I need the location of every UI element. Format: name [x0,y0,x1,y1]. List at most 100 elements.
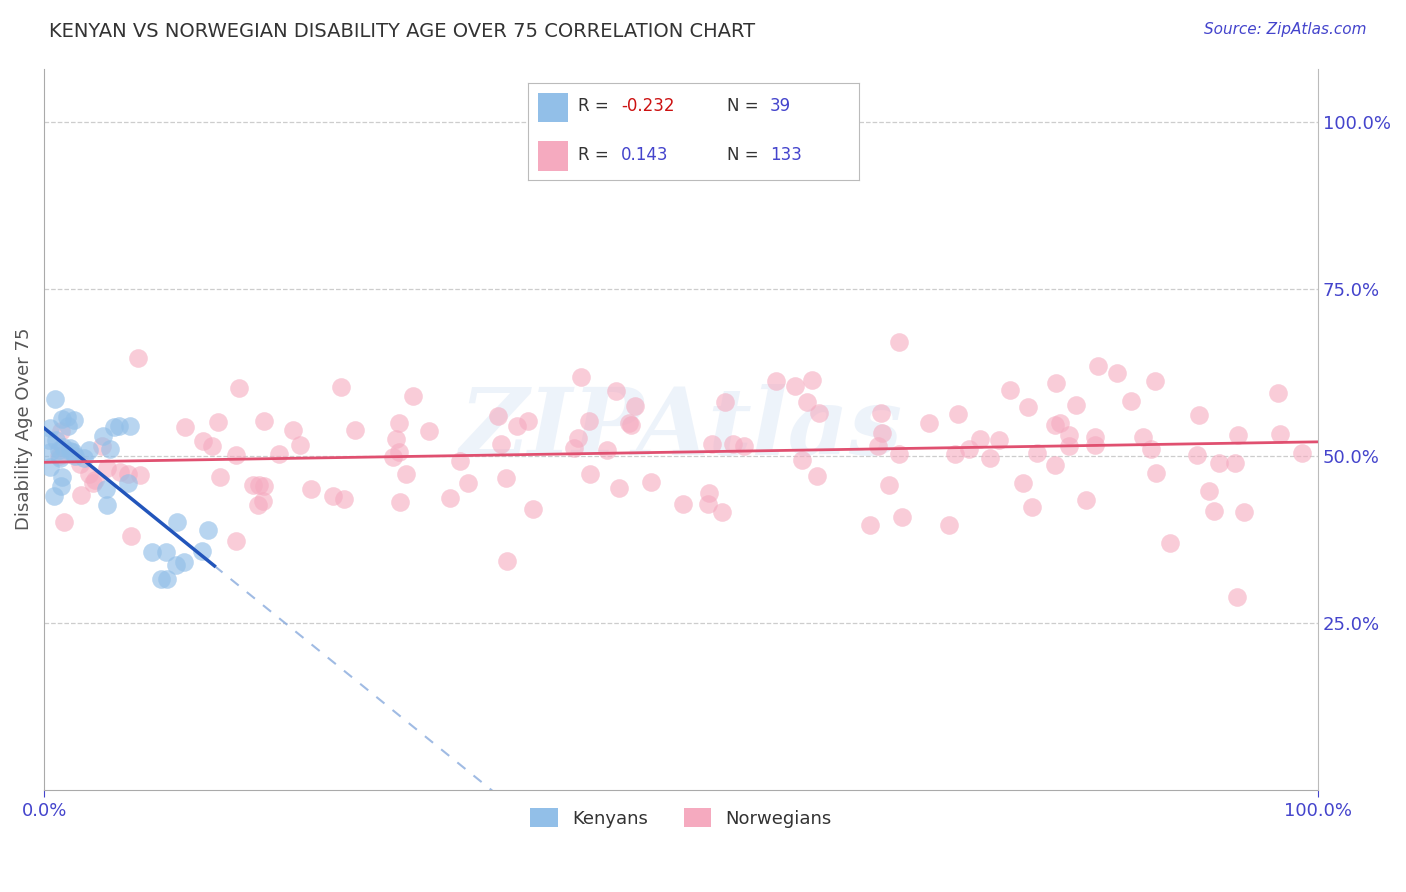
Point [998,383,1021,397]
Point [166,515,188,529]
Point [918,416,941,430]
Point [1140,442,1163,457]
Point [84,473,107,487]
Point [59,443,82,458]
Legend: Kenyans, Norwegians: Kenyans, Norwegians [523,801,839,835]
Point [979,450,1001,465]
Point [723,436,745,450]
Point [1144,467,1167,481]
Point [1026,446,1049,460]
Point [52,515,75,529]
Point [1188,408,1211,422]
Point [1121,393,1143,408]
Point [96,461,118,475]
Point [247,498,270,512]
Point [173,555,195,569]
Point [1204,504,1226,518]
Point [228,381,250,395]
Text: Source: ZipAtlas.com: Source: ZipAtlas.com [1204,22,1367,37]
Point [699,485,721,500]
Point [579,467,602,481]
Point [253,478,276,492]
Point [191,434,214,449]
Point [1059,439,1081,453]
Point [1227,427,1250,442]
Point [1045,376,1067,391]
Text: KENYAN VS NORWEGIAN DISABILITY AGE OVER 75 CORRELATION CHART: KENYAN VS NORWEGIAN DISABILITY AGE OVER … [49,22,755,41]
Point [269,447,291,461]
Point [457,476,479,491]
Point [957,442,980,456]
Point [1059,427,1081,442]
Point [1045,418,1067,433]
Point [96,498,118,512]
Point [207,416,229,430]
Point [56,409,79,424]
Point [806,469,828,483]
Point [1291,446,1313,460]
Point [596,442,619,457]
Point [1159,536,1181,550]
Point [388,416,411,430]
Point [1267,386,1289,401]
Point [49,451,72,466]
Point [617,416,640,430]
Point [90,439,112,453]
Point [344,423,367,437]
Point [382,450,405,464]
Point [1223,456,1246,470]
Point [1132,430,1154,444]
Point [943,447,966,461]
Point [870,425,893,440]
Point [51,412,73,426]
Point [252,493,274,508]
Point [330,379,353,393]
Point [225,448,247,462]
Point [155,545,177,559]
Point [45,433,67,447]
Point [77,467,100,482]
Point [1084,437,1107,451]
Point [322,489,344,503]
Point [1233,505,1256,519]
Point [103,420,125,434]
Point [578,414,600,428]
Point [242,478,264,492]
Point [702,437,724,451]
Point [110,465,132,479]
Point [567,431,589,445]
Point [418,424,440,438]
Point [1087,359,1109,374]
Point [100,442,122,456]
Point [1021,500,1043,514]
Point [39,459,62,474]
Point [696,497,718,511]
Point [94,482,117,496]
Point [1270,427,1292,442]
Point [887,335,910,350]
Point [859,517,882,532]
Point [800,373,823,387]
Point [82,475,104,490]
Point [1084,430,1107,444]
Point [69,487,91,501]
Point [987,433,1010,447]
Point [174,420,197,434]
Point [489,437,512,451]
Point [969,432,991,446]
Point [733,439,755,453]
Point [247,478,270,492]
Point [620,417,643,432]
Point [225,534,247,549]
Point [120,529,142,543]
Point [1043,458,1066,472]
Point [141,544,163,558]
Point [288,437,311,451]
Point [39,445,62,459]
Point [870,406,893,420]
Point [191,543,214,558]
Point [522,502,544,516]
Text: ZIPAtlas: ZIPAtlas [460,384,903,475]
Point [63,413,86,427]
Point [714,395,737,409]
